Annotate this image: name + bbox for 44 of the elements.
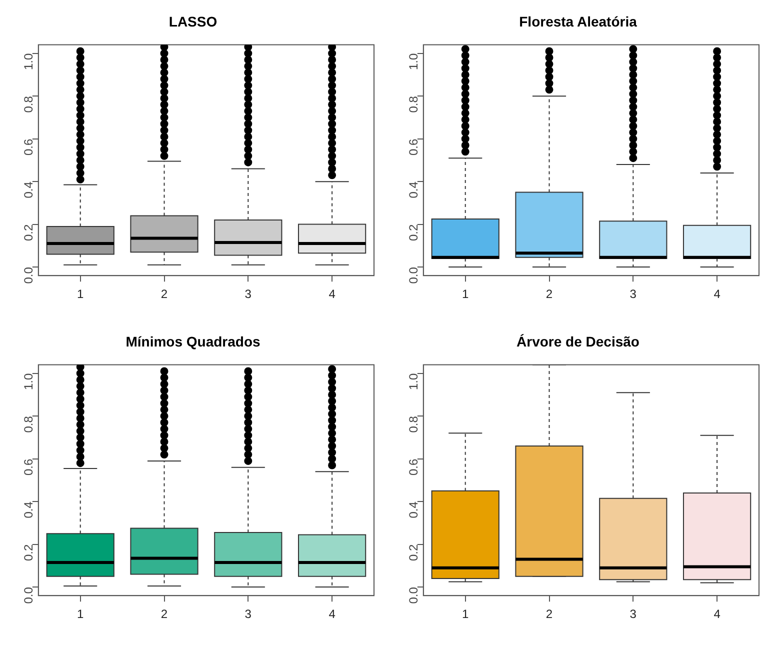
x-tick-label: 3 bbox=[244, 607, 252, 622]
chart-title: LASSO bbox=[168, 13, 218, 30]
y-tick-label: 0.6 bbox=[406, 458, 421, 476]
y-tick-label: 0.2 bbox=[22, 544, 36, 561]
y-tick-label: 0.2 bbox=[22, 224, 36, 241]
x-tick-label: 2 bbox=[160, 287, 168, 302]
y-tick-label: 0.0 bbox=[406, 586, 421, 604]
x-tick-label: 3 bbox=[630, 607, 637, 622]
x-tick-label: 1 bbox=[77, 607, 84, 622]
y-tick-label: 0.6 bbox=[22, 138, 36, 156]
y-tick-label: 0.0 bbox=[22, 266, 36, 284]
x-tick-label: 2 bbox=[160, 607, 168, 622]
y-tick-label: 1.0 bbox=[406, 373, 421, 390]
x-tick-label: 4 bbox=[714, 287, 721, 302]
y-tick-label: 0.6 bbox=[406, 138, 421, 156]
y-tick-label: 0.8 bbox=[406, 416, 421, 433]
x-tick-label: 1 bbox=[77, 287, 84, 302]
x-tick-label: 4 bbox=[328, 287, 336, 302]
y-tick-label: 0.8 bbox=[22, 416, 36, 433]
y-tick-label: 1.0 bbox=[22, 373, 36, 390]
y-tick-label: 0.4 bbox=[406, 181, 421, 198]
x-tick-label: 1 bbox=[462, 287, 470, 302]
x-tick-label: 1 bbox=[462, 607, 470, 622]
y-tick-label: 0.0 bbox=[22, 586, 36, 604]
y-tick-label: 0.8 bbox=[406, 96, 421, 113]
y-tick-label: 0.6 bbox=[22, 458, 36, 476]
y-tick-label: 1.0 bbox=[22, 53, 36, 70]
y-tick-label: 0.2 bbox=[406, 544, 421, 561]
x-tick-label: 4 bbox=[328, 607, 336, 622]
x-tick-label: 4 bbox=[714, 607, 721, 622]
chart-title: Mínimos Quadrados bbox=[126, 333, 260, 350]
y-tick-label: 0.2 bbox=[406, 224, 421, 241]
x-tick-label: 3 bbox=[630, 287, 637, 302]
y-tick-label: 1.0 bbox=[406, 53, 421, 70]
x-tick-label: 3 bbox=[244, 287, 252, 302]
y-tick-label: 0.0 bbox=[406, 266, 421, 284]
x-tick-label: 2 bbox=[546, 607, 553, 622]
y-tick-label: 0.4 bbox=[22, 501, 36, 518]
y-tick-label: 0.8 bbox=[22, 96, 36, 113]
chart-title: Árvore de Decisão bbox=[516, 333, 640, 350]
chart-title: Floresta Aleatória bbox=[519, 13, 638, 30]
x-tick-label: 2 bbox=[546, 287, 553, 302]
y-tick-label: 0.4 bbox=[406, 501, 421, 518]
y-tick-label: 0.4 bbox=[22, 181, 36, 198]
